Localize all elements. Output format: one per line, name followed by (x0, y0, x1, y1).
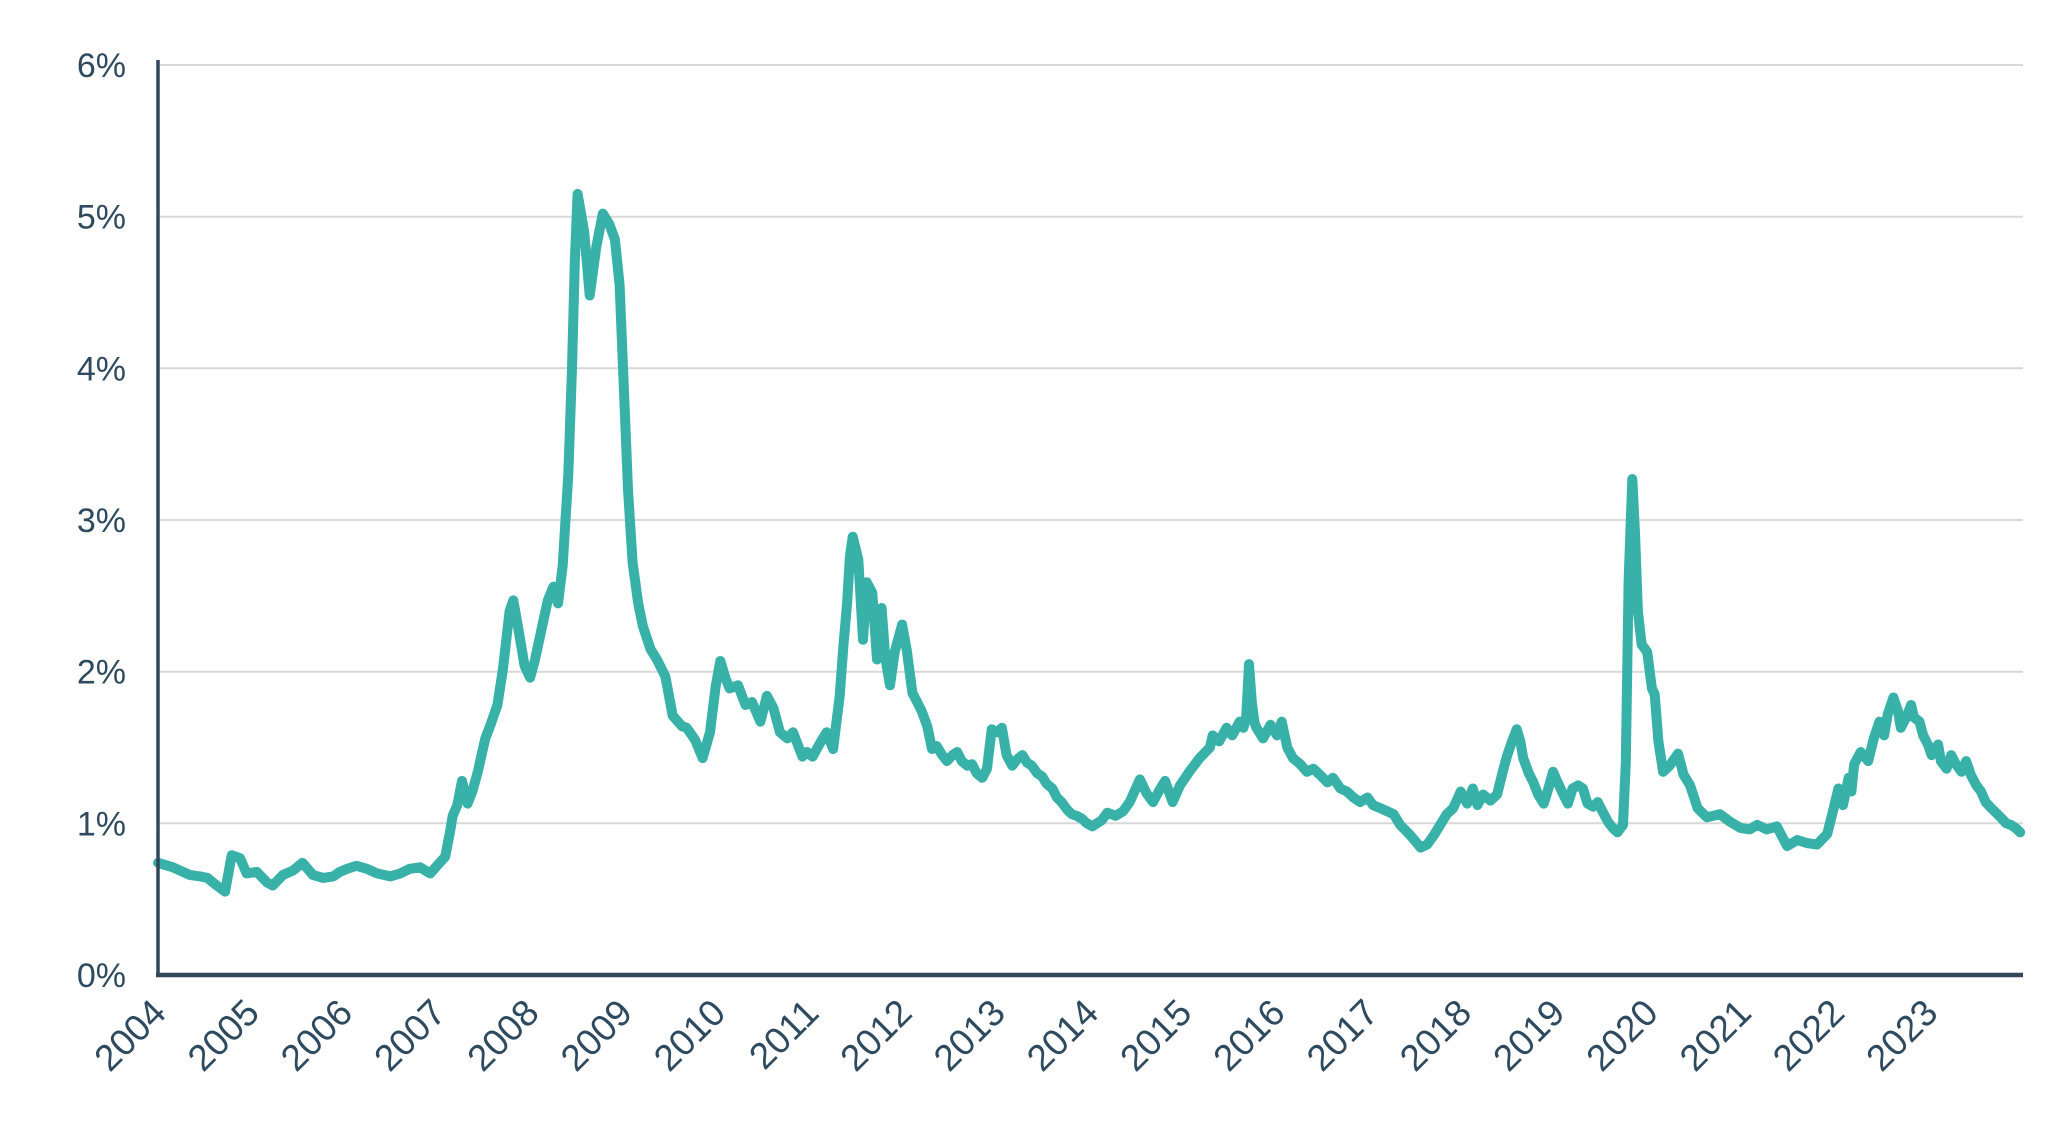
y-axis-label: 1% (77, 805, 126, 843)
y-axis-label: 5% (77, 199, 126, 237)
x-axis-label: 2015 (1112, 992, 1199, 1079)
x-axis-label: 2018 (1392, 992, 1479, 1079)
gridlines (158, 64, 2023, 825)
x-axis-label: 2005 (180, 992, 267, 1079)
y-axis-label: 2% (77, 654, 126, 692)
y-axis-label: 6% (77, 47, 126, 85)
x-axis-label: 2019 (1485, 992, 1572, 1079)
x-axis-label: 2013 (926, 992, 1013, 1079)
line-chart-figure: 0% 1% 2% 3% 4% 5% 6% 2004 2005 2006 2007 2008 2009 2… (40, 16, 2068, 1127)
x-axis-labels: 2004 2005 2006 2007 2008 2009 2010 2011 2012 2013… (86, 992, 1945, 1079)
x-axis-label: 2021 (1672, 992, 1759, 1079)
x-axis-label: 2016 (1205, 992, 1292, 1079)
y-axis-label: 3% (77, 502, 126, 540)
data-series (153, 188, 2026, 897)
x-axis-label: 2004 (86, 992, 173, 1079)
x-axis-label: 2012 (832, 992, 919, 1079)
y-axis-label: 4% (77, 350, 126, 388)
x-axis-label: 2014 (1019, 992, 1106, 1079)
x-axis-label: 2022 (1765, 992, 1852, 1079)
x-axis-label: 2010 (646, 992, 733, 1079)
x-axis-label: 2006 (273, 992, 360, 1079)
x-axis-label: 2007 (366, 992, 453, 1079)
x-axis-label: 2023 (1858, 992, 1945, 1079)
axes (156, 60, 2023, 978)
line-chart: 0%1%2%3%4%5%6% 2004 2005 2006 2007 2008 2009 2… (77, 47, 2026, 1079)
x-axis-label: 2020 (1578, 992, 1665, 1079)
y-axis-label: 0% (77, 957, 126, 995)
x-axis-label: 2011 (741, 992, 826, 1077)
series-line (153, 188, 2026, 897)
x-axis-label: 2008 (459, 992, 546, 1079)
y-axis-labels: 0% 1% 2% 3% 4% 5% 6% (77, 47, 126, 995)
x-axis-label: 2009 (553, 992, 640, 1079)
x-axis-label: 2017 (1299, 992, 1386, 1079)
